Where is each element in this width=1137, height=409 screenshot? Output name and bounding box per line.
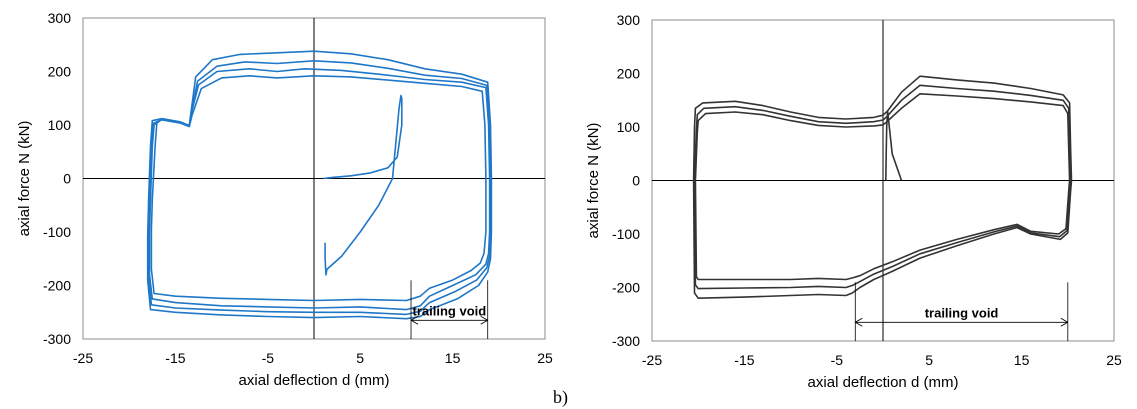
annotation-arrowhead-right <box>480 315 488 325</box>
y-tick-label: 100 <box>48 117 72 133</box>
y-tick-label: -100 <box>612 226 640 242</box>
x-tick-label: 5 <box>925 352 933 368</box>
series-line-3 <box>146 50 493 320</box>
series-line-1 <box>148 68 491 311</box>
x-tick-label: 15 <box>1014 352 1030 368</box>
x-tick-label: -15 <box>734 352 754 368</box>
x-tick-label: 5 <box>356 350 364 366</box>
series-line-2 <box>692 75 1073 299</box>
x-axis-title: axial deflection d (mm) <box>239 372 390 389</box>
x-tick-label: 25 <box>1106 352 1122 368</box>
x-tick-label: 15 <box>445 350 461 366</box>
annotation-label: trailing void <box>925 305 999 320</box>
x-tick-label: -25 <box>642 352 662 368</box>
x-tick-label: -5 <box>262 350 275 366</box>
series-line-5 <box>323 94 403 276</box>
chart-panel-b: -300 -200 -100 0 100 200 300 -25 -15 -5 5 15 25 axial… <box>585 12 1122 391</box>
y-tick-label: 300 <box>48 10 72 26</box>
annotation-arrowhead-left <box>410 315 419 325</box>
y-tick-label: 0 <box>63 171 71 187</box>
y-tick-label: 300 <box>617 12 641 28</box>
y-tick-label: -200 <box>43 278 71 294</box>
annotation-label: trailing void <box>413 303 487 318</box>
x-tick-label: -5 <box>831 352 844 368</box>
annotation-arrowhead-right <box>1060 317 1069 327</box>
y-tick-label: -200 <box>612 280 640 296</box>
y-tick-label: -300 <box>612 333 640 349</box>
x-axis-title: axial deflection d (mm) <box>808 374 959 391</box>
y-tick-label: 0 <box>632 173 640 189</box>
series-line-4 <box>147 60 492 316</box>
x-tick-label: -25 <box>73 350 93 366</box>
x-tick-label: -15 <box>165 350 185 366</box>
series-line-2 <box>150 75 487 302</box>
y-tick-label: 100 <box>617 119 641 135</box>
x-tick-label: 25 <box>537 350 553 366</box>
y-axis-title: axial force N (kN) <box>16 121 33 237</box>
y-tick-label: -300 <box>43 331 71 347</box>
series-line-3 <box>693 84 1072 290</box>
y-tick-label: -100 <box>43 224 71 240</box>
series-line-4 <box>885 110 903 181</box>
y-tick-label: 200 <box>617 66 641 82</box>
series-line-1 <box>694 93 1071 281</box>
annotation-arrowhead-left <box>855 317 863 327</box>
panel-label-b: b) <box>553 387 568 408</box>
y-tick-label: 200 <box>48 64 72 80</box>
chart-panel-a: -300 -200 -100 0 100 200 300 -25 -15 -5 5 15 25 axial… <box>16 10 553 389</box>
y-axis-title: axial force N (kN) <box>585 123 602 239</box>
